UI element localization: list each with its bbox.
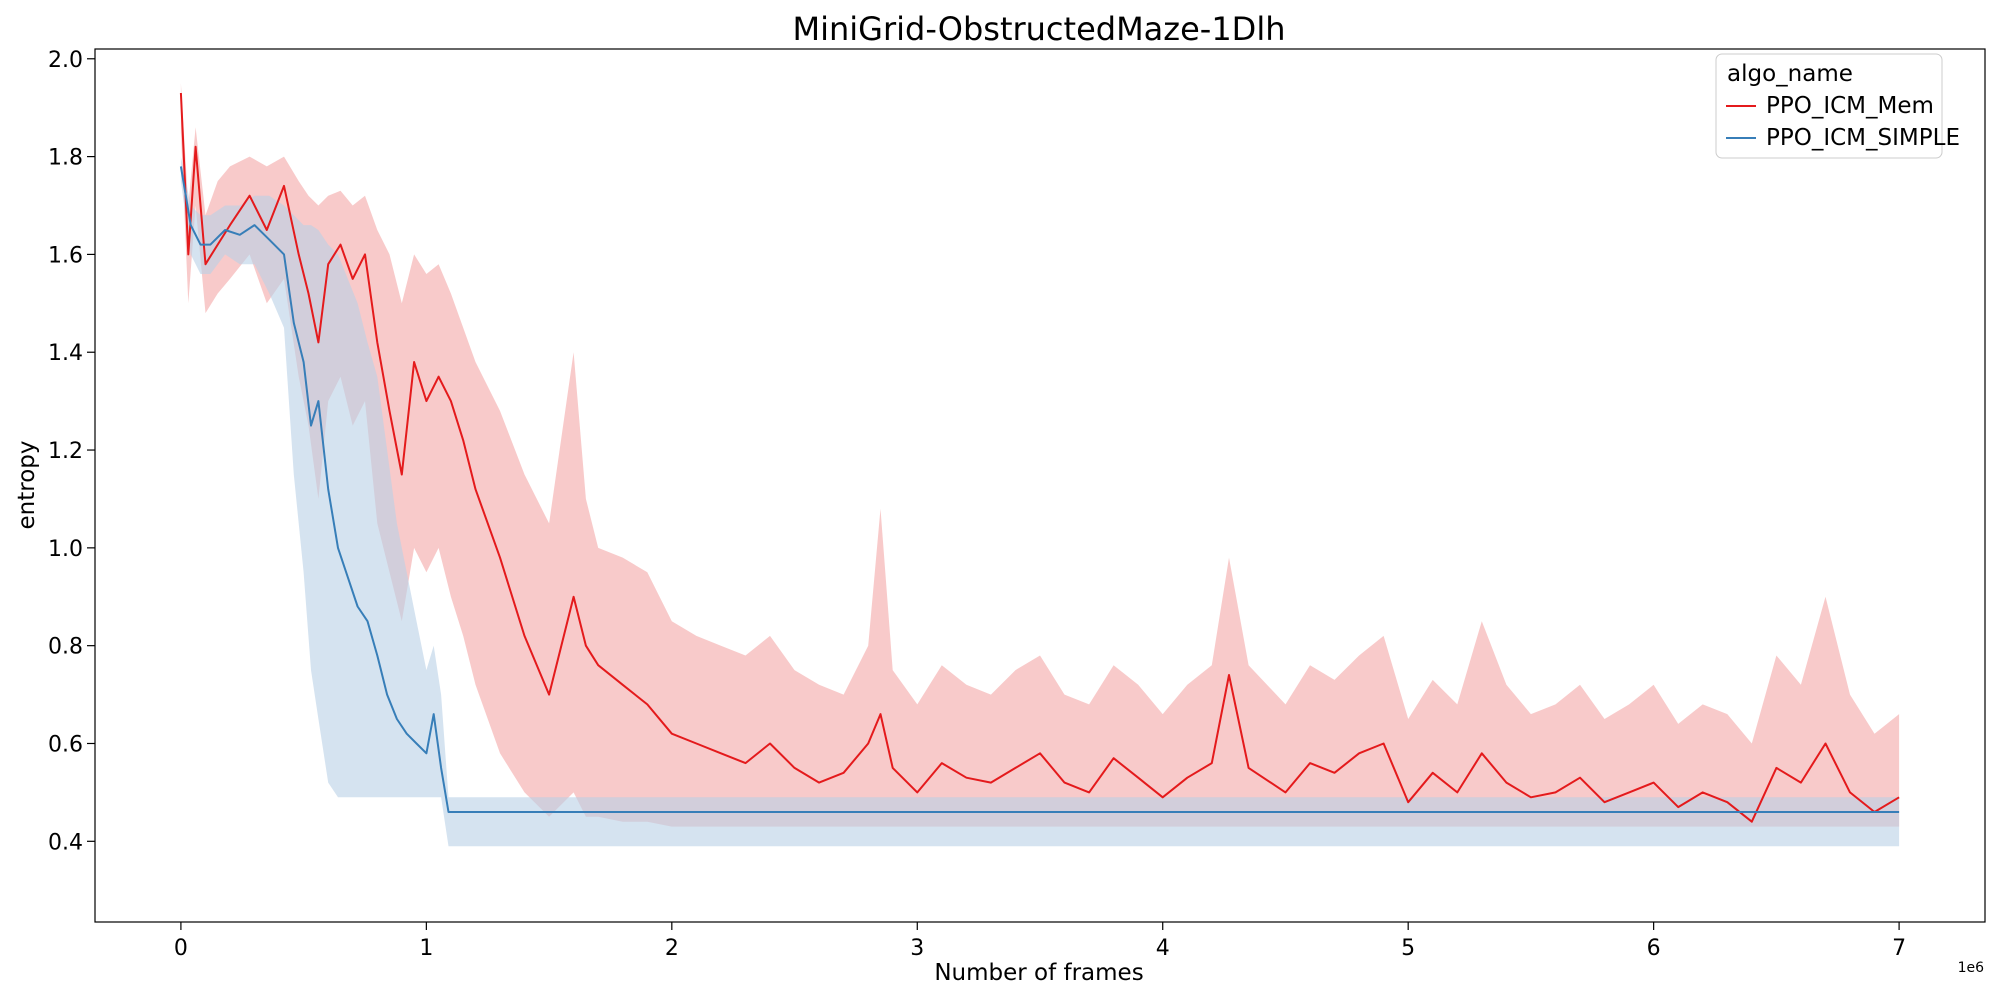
y-tick-label: 1.0 <box>48 537 83 562</box>
series-line-ppo-icm-mem <box>179 92 1900 823</box>
legend-label-ppo-icm-simple: PPO_ICM_SIMPLE <box>1766 125 1960 151</box>
y-tick-label: 1.4 <box>48 341 83 366</box>
x-axis-offset-label: 1e6 <box>1958 960 1985 976</box>
x-tick-label: 4 <box>1156 936 1170 961</box>
legend-box <box>1715 53 1943 159</box>
series-lines <box>179 92 1900 823</box>
legend-label-ppo-icm-mem: PPO_ICM_Mem <box>1766 93 1934 119</box>
legend-title: algo_name <box>1727 61 1853 87</box>
band-ppo-icm-mem <box>180 83 1900 827</box>
y-tick-label: 0.8 <box>48 635 83 660</box>
x-tick-label: 7 <box>1892 936 1906 961</box>
chart-title: MiniGrid-ObstructedMaze-1Dlh <box>793 10 1286 48</box>
y-axis-label: entropy <box>14 441 40 530</box>
y-axis: 0.4 0.6 0.8 1.0 1.2 1.4 1.6 1.8 2.0 <box>48 48 95 855</box>
x-tick-label: 6 <box>1647 936 1661 961</box>
x-tick-label: 0 <box>174 936 188 961</box>
x-tick-label: 5 <box>1401 936 1415 961</box>
y-tick-label: 1.2 <box>48 439 83 464</box>
series-line-ppo-icm-simple <box>179 166 1900 813</box>
y-tick-label: 1.6 <box>48 243 83 268</box>
plot-area-frame <box>94 48 1986 923</box>
y-tick-label: 0.4 <box>48 830 83 855</box>
x-tick-label: 2 <box>665 936 679 961</box>
y-tick-label: 1.8 <box>48 146 83 171</box>
y-tick-label: 2.0 <box>48 48 83 73</box>
x-tick-label: 1 <box>419 936 433 961</box>
legend: algo_name PPO_ICM_Mem PPO_ICM_SIMPLE <box>1715 53 1960 159</box>
x-axis-label: Number of frames <box>934 960 1143 986</box>
x-tick-label: 3 <box>910 936 924 961</box>
confidence-bands <box>180 83 1900 847</box>
y-tick-label: 0.6 <box>48 732 83 757</box>
band-ppo-icm-simple <box>180 156 1900 847</box>
x-axis: 0 1 2 3 4 5 6 7 <box>174 922 1906 961</box>
